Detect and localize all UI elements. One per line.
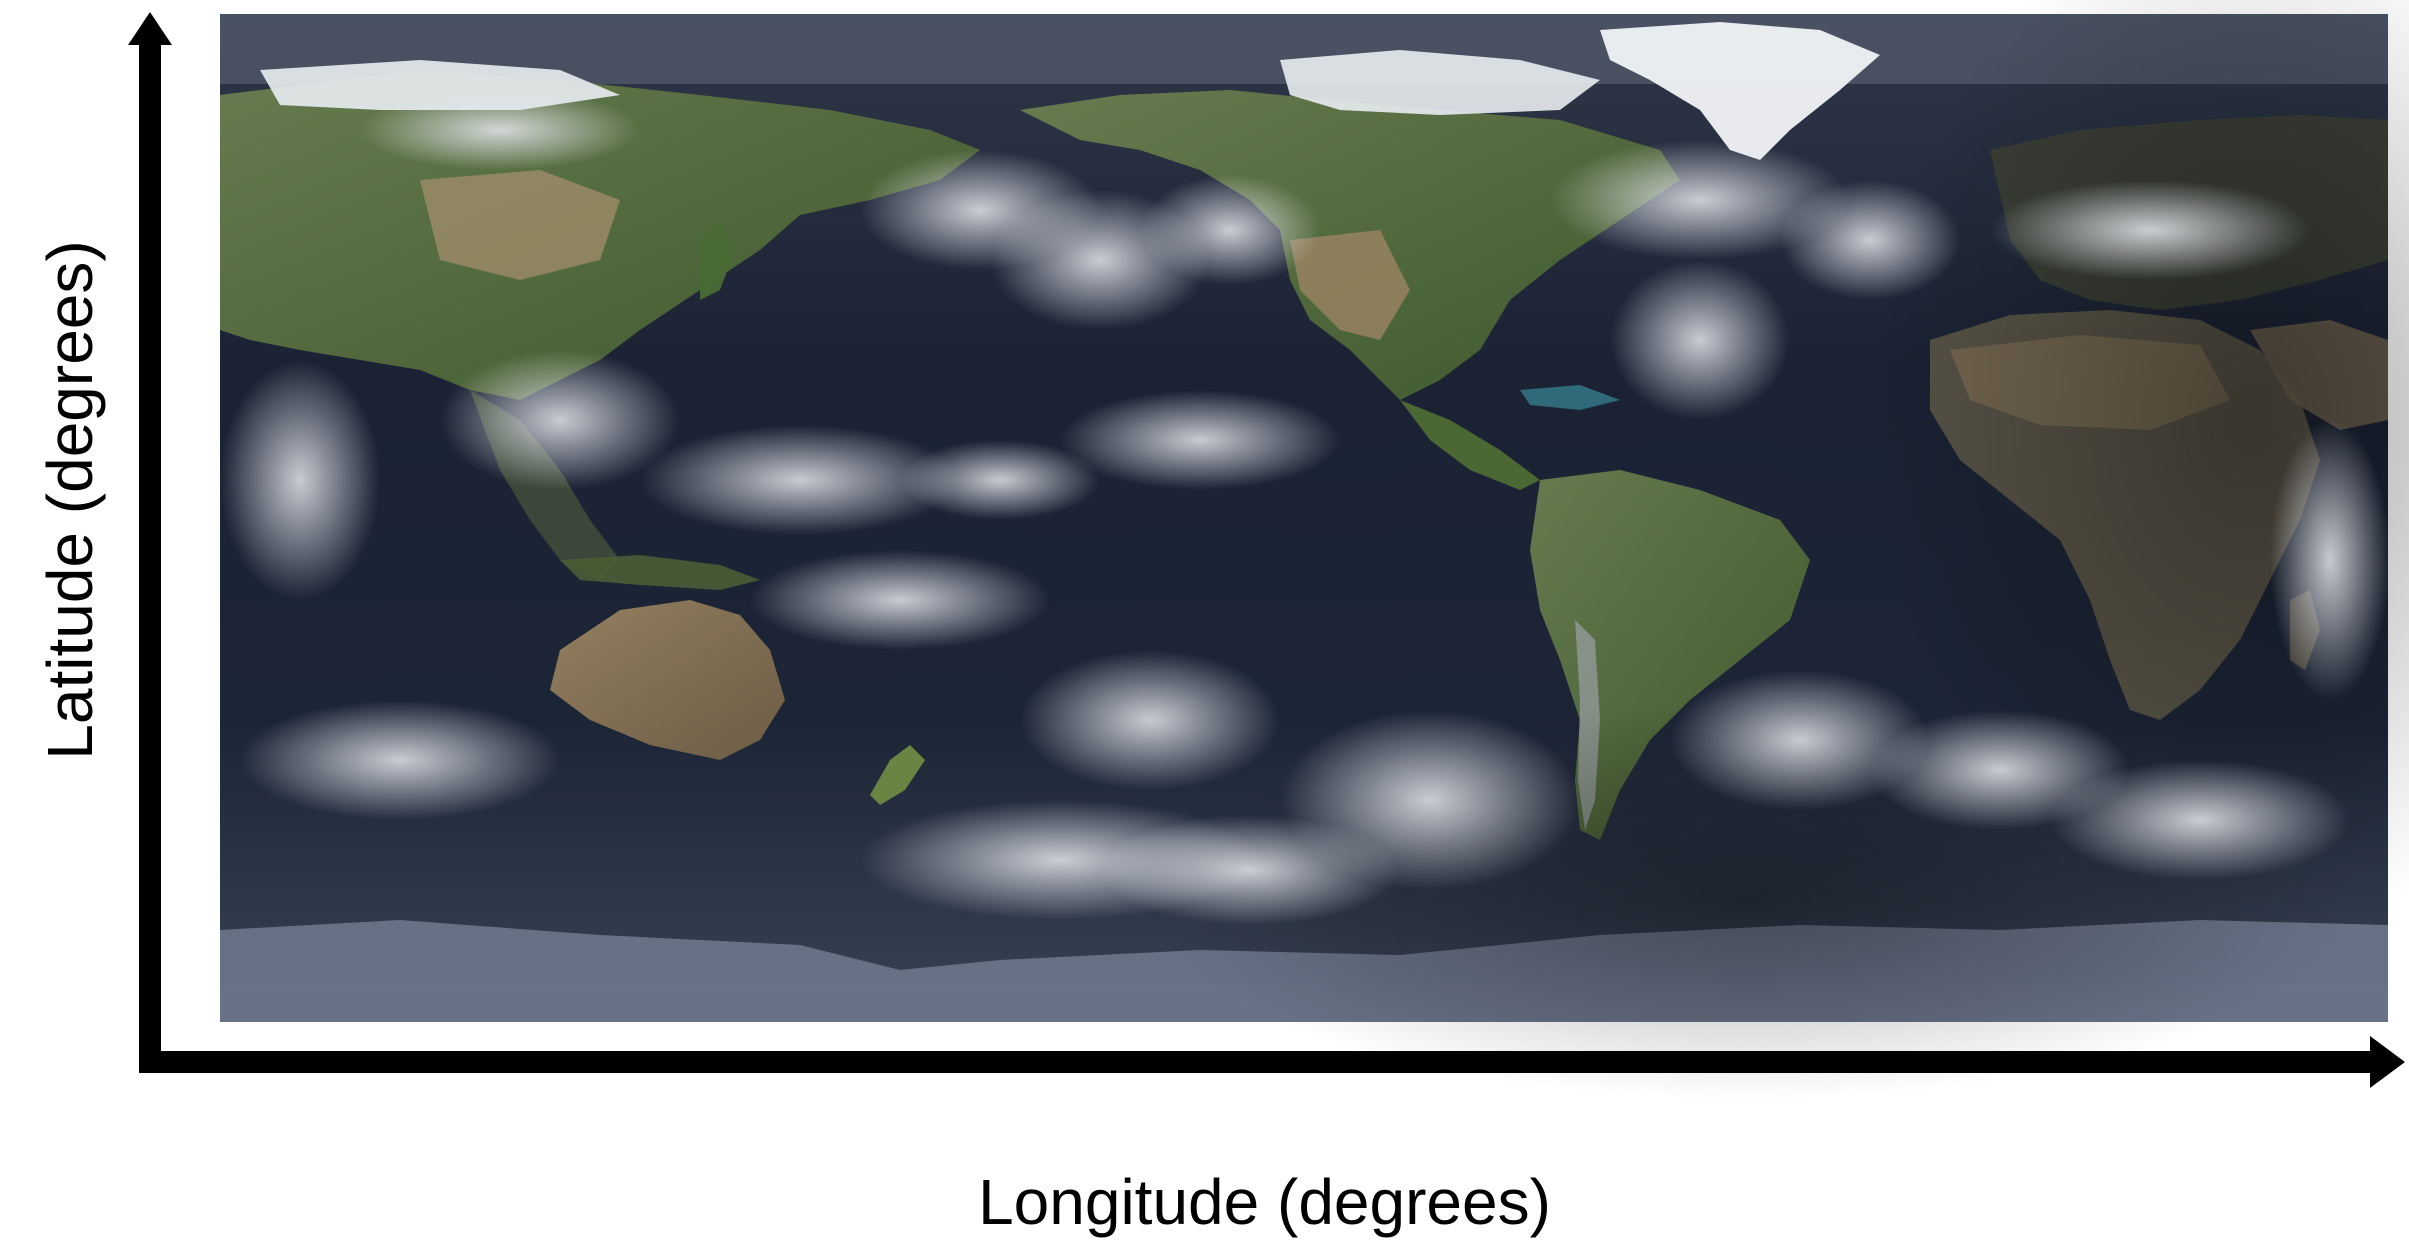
north-america-desert bbox=[1290, 230, 1410, 340]
caribbean bbox=[1520, 385, 1620, 410]
new-zealand bbox=[870, 745, 925, 805]
asia-desert bbox=[420, 170, 620, 280]
greenland bbox=[1600, 22, 1880, 160]
y-axis-arrowhead bbox=[128, 12, 172, 45]
central-america bbox=[1400, 400, 1540, 490]
cloud-cover bbox=[220, 90, 2390, 925]
japan bbox=[700, 220, 735, 300]
y-axis-label: Latitude (degrees) bbox=[34, 240, 106, 760]
axes bbox=[128, 12, 2405, 1088]
x-axis-arrowhead bbox=[2370, 1036, 2405, 1088]
x-axis-label: Longitude (degrees) bbox=[978, 1166, 1551, 1238]
satellite-map bbox=[220, 0, 2409, 1100]
indonesia bbox=[560, 555, 760, 590]
australia bbox=[550, 600, 785, 760]
canada-arctic-islands bbox=[1280, 50, 1600, 115]
